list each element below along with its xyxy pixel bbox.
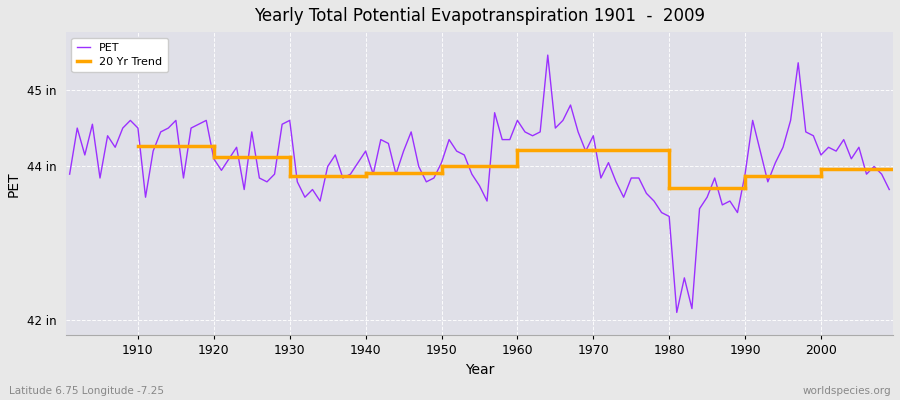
PET	[884, 187, 895, 192]
PET	[64, 172, 75, 176]
PET	[512, 118, 523, 123]
PET	[611, 180, 622, 184]
PET	[543, 53, 553, 58]
PET	[338, 176, 348, 180]
Line: PET: PET	[69, 55, 889, 312]
20 Yr Trend	[209, 143, 220, 148]
Legend: PET, 20 Yr Trend: PET, 20 Yr Trend	[71, 38, 168, 72]
20 Yr Trend	[132, 143, 143, 148]
Y-axis label: PET: PET	[7, 171, 21, 196]
Text: Latitude 6.75 Longitude -7.25: Latitude 6.75 Longitude -7.25	[9, 386, 164, 396]
Text: worldspecies.org: worldspecies.org	[803, 386, 891, 396]
PET	[292, 180, 302, 184]
PET	[504, 137, 515, 142]
PET	[671, 310, 682, 315]
Title: Yearly Total Potential Evapotranspiration 1901  -  2009: Yearly Total Potential Evapotranspiratio…	[254, 7, 705, 25]
X-axis label: Year: Year	[464, 363, 494, 377]
PET	[125, 118, 136, 123]
